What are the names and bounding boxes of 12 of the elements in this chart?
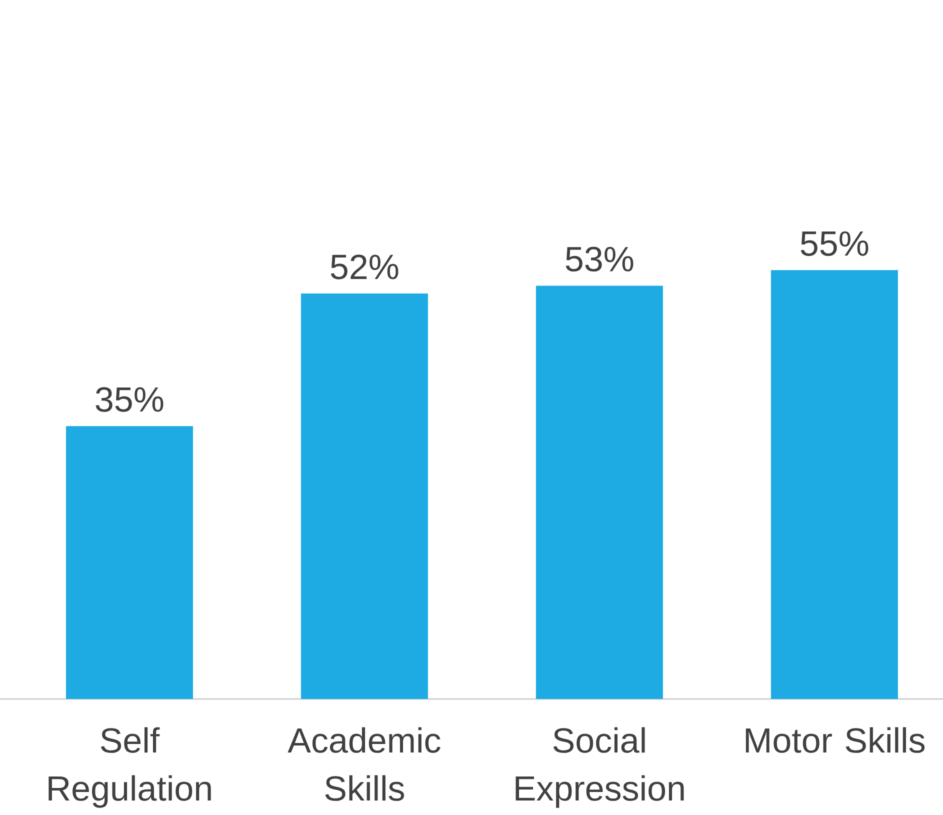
data-label: 53% bbox=[566, 246, 634, 272]
x-tick-label: Academic Skills bbox=[288, 727, 440, 801]
x-tick-label: Motor Skills bbox=[746, 727, 925, 753]
x-tick-label: Self Regulation bbox=[48, 727, 211, 808]
bar bbox=[770, 270, 898, 699]
data-label: 35% bbox=[96, 387, 164, 412]
x-tick-label: Social Expression bbox=[516, 727, 684, 808]
bar bbox=[300, 294, 428, 699]
data-label: 52% bbox=[330, 254, 398, 280]
bar bbox=[536, 286, 663, 699]
data-label: 55% bbox=[800, 231, 868, 256]
bar bbox=[66, 426, 193, 699]
